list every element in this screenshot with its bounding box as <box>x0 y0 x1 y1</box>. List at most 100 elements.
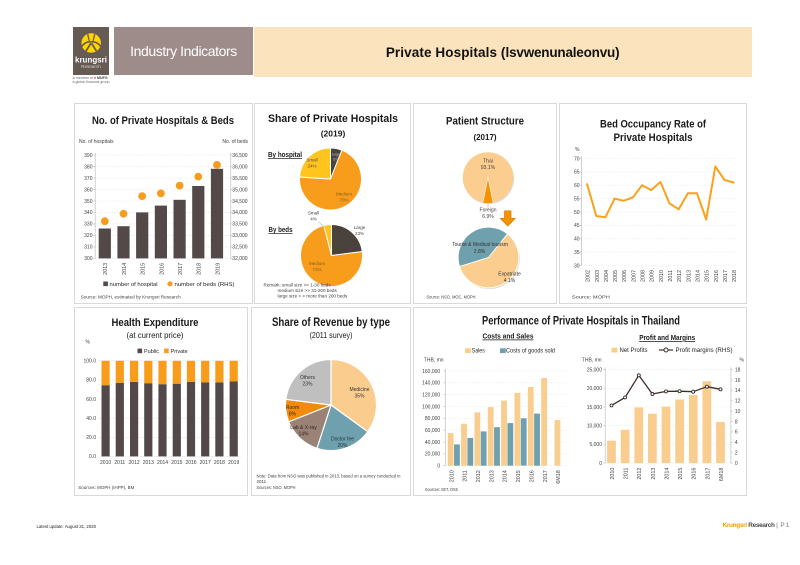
svg-text:Patient Structure: Patient Structure <box>446 116 524 128</box>
svg-text:Note: Data from NSO was publis: Note: Data from NSO was published in 201… <box>256 474 400 479</box>
svg-text:8%: 8% <box>288 412 296 418</box>
svg-text:140,000: 140,000 <box>422 381 440 387</box>
svg-text:2015: 2015 <box>171 460 182 466</box>
svg-text:15,000: 15,000 <box>586 405 602 411</box>
svg-text:(2017): (2017) <box>473 133 496 142</box>
svg-text:Costs of goods sold: Costs of goods sold <box>506 349 555 355</box>
svg-text:No. of Private Hospitals & Bed: No. of Private Hospitals & Beds <box>92 115 234 127</box>
svg-text:large size > > more than 200: large size > > more than 200 beds <box>277 294 347 299</box>
svg-text:No. of hospitals: No. of hospitals <box>79 139 114 145</box>
svg-text:Large: Large <box>353 225 365 230</box>
svg-text:20,000: 20,000 <box>424 452 440 458</box>
svg-text:2008: 2008 <box>640 270 646 282</box>
svg-text:number of beds (RHS): number of beds (RHS) <box>175 282 235 288</box>
svg-text:120,000: 120,000 <box>422 393 440 399</box>
svg-text:2009: 2009 <box>649 270 655 282</box>
svg-text:2013: 2013 <box>143 460 154 466</box>
svg-text:%: % <box>739 358 744 364</box>
svg-text:Source: MOPH: Source: MOPH <box>571 295 609 300</box>
svg-text:Foreign: Foreign <box>479 207 496 213</box>
svg-text:35,000: 35,000 <box>232 187 248 193</box>
svg-text:2016: 2016 <box>185 460 196 466</box>
svg-text:30: 30 <box>573 263 579 269</box>
svg-text:2013: 2013 <box>103 263 109 275</box>
svg-text:Room: Room <box>285 405 298 411</box>
svg-text:2015: 2015 <box>678 468 684 480</box>
svg-text:By beds: By beds <box>268 227 292 234</box>
svg-text:35,500: 35,500 <box>232 176 248 182</box>
svg-text:2011: 2011 <box>668 270 674 282</box>
svg-text:20%: 20% <box>337 443 348 449</box>
svg-text:2017: 2017 <box>542 470 548 482</box>
svg-text:20.0: 20.0 <box>86 435 96 441</box>
svg-text:6.9%: 6.9% <box>482 214 494 220</box>
svg-text:large: large <box>331 153 339 157</box>
svg-text:Research: Research <box>81 64 101 69</box>
svg-text:32,500: 32,500 <box>232 245 248 251</box>
svg-text:2011: 2011 <box>623 468 629 480</box>
svg-text:Sources: MOPH (IHPP), BM: Sources: MOPH (IHPP), BM <box>78 485 134 490</box>
svg-text:60: 60 <box>573 183 579 189</box>
svg-text:2017: 2017 <box>723 270 729 282</box>
svg-text:50: 50 <box>573 210 579 216</box>
svg-text:2014: 2014 <box>502 470 508 482</box>
svg-text:Tourist & Medical tourism: Tourist & Medical tourism <box>452 242 508 248</box>
svg-text:2014: 2014 <box>664 468 670 480</box>
svg-text:No. of beds: No. of beds <box>222 139 248 145</box>
svg-text:60,000: 60,000 <box>424 428 440 434</box>
svg-text:Small: Small <box>307 211 318 216</box>
svg-text:2014: 2014 <box>122 263 128 275</box>
svg-text:0: 0 <box>599 461 602 467</box>
svg-text:2010: 2010 <box>658 270 664 282</box>
svg-text:2010: 2010 <box>609 468 615 480</box>
svg-text:330: 330 <box>84 222 93 228</box>
svg-text:65: 65 <box>573 170 579 176</box>
svg-text:10: 10 <box>734 409 740 415</box>
svg-text:310: 310 <box>84 245 93 251</box>
svg-text:320: 320 <box>84 233 93 239</box>
svg-text:2005: 2005 <box>613 270 619 282</box>
svg-text:2010: 2010 <box>449 470 455 482</box>
svg-text:Medium: Medium <box>335 192 351 197</box>
svg-text:70: 70 <box>573 156 579 162</box>
svg-text:6%: 6% <box>333 158 339 162</box>
svg-text:23%: 23% <box>302 382 313 388</box>
svg-text:40.0: 40.0 <box>86 416 96 422</box>
svg-text:Thai: Thai <box>483 159 493 165</box>
svg-text:80,000: 80,000 <box>424 416 440 422</box>
svg-text:35: 35 <box>573 250 579 256</box>
svg-text:Private Hospitals: Private Hospitals <box>613 132 692 144</box>
svg-text:Profit and Margins: Profit and Margins <box>639 333 695 342</box>
svg-text:2012: 2012 <box>677 270 683 282</box>
svg-text:0: 0 <box>734 461 737 467</box>
svg-text:80.0: 80.0 <box>86 378 96 384</box>
svg-text:2007: 2007 <box>631 270 637 282</box>
svg-text:THB, mn: THB, mn <box>581 358 601 364</box>
svg-text:18: 18 <box>734 367 740 373</box>
svg-text:100.0: 100.0 <box>83 359 96 365</box>
svg-text:2016: 2016 <box>691 468 697 480</box>
svg-text:2019: 2019 <box>228 460 239 466</box>
svg-text:2011: 2011 <box>114 460 125 466</box>
svg-text:2017: 2017 <box>705 468 711 480</box>
svg-text:Profit margins (RHS): Profit margins (RHS) <box>675 348 732 354</box>
svg-text:medium size >> 31-200 beds: medium size >> 31-200 beds <box>277 288 337 293</box>
svg-text:Small: Small <box>306 158 317 163</box>
svg-text:35%: 35% <box>354 394 365 400</box>
svg-text:23%: 23% <box>354 231 363 236</box>
svg-text:33,500: 33,500 <box>232 222 248 228</box>
svg-text:93.1%: 93.1% <box>480 165 495 171</box>
svg-text:100,000: 100,000 <box>422 404 440 410</box>
svg-text:0.0: 0.0 <box>89 454 96 460</box>
svg-text:Source: NSO, MOC, MOPH: Source: NSO, MOC, MOPH <box>426 295 475 300</box>
svg-text:45: 45 <box>573 223 579 229</box>
svg-text:6M18: 6M18 <box>718 468 724 482</box>
svg-text:Private: Private <box>171 349 188 355</box>
svg-text:Share of Revenue by type: Share of Revenue by type <box>272 317 390 329</box>
svg-text:2013: 2013 <box>489 470 495 482</box>
svg-text:8: 8 <box>734 419 737 425</box>
svg-text:2017: 2017 <box>178 263 184 275</box>
svg-text:34,000: 34,000 <box>232 210 248 216</box>
svg-text:2013: 2013 <box>650 468 656 480</box>
svg-text:Expatriate: Expatriate <box>498 272 521 278</box>
